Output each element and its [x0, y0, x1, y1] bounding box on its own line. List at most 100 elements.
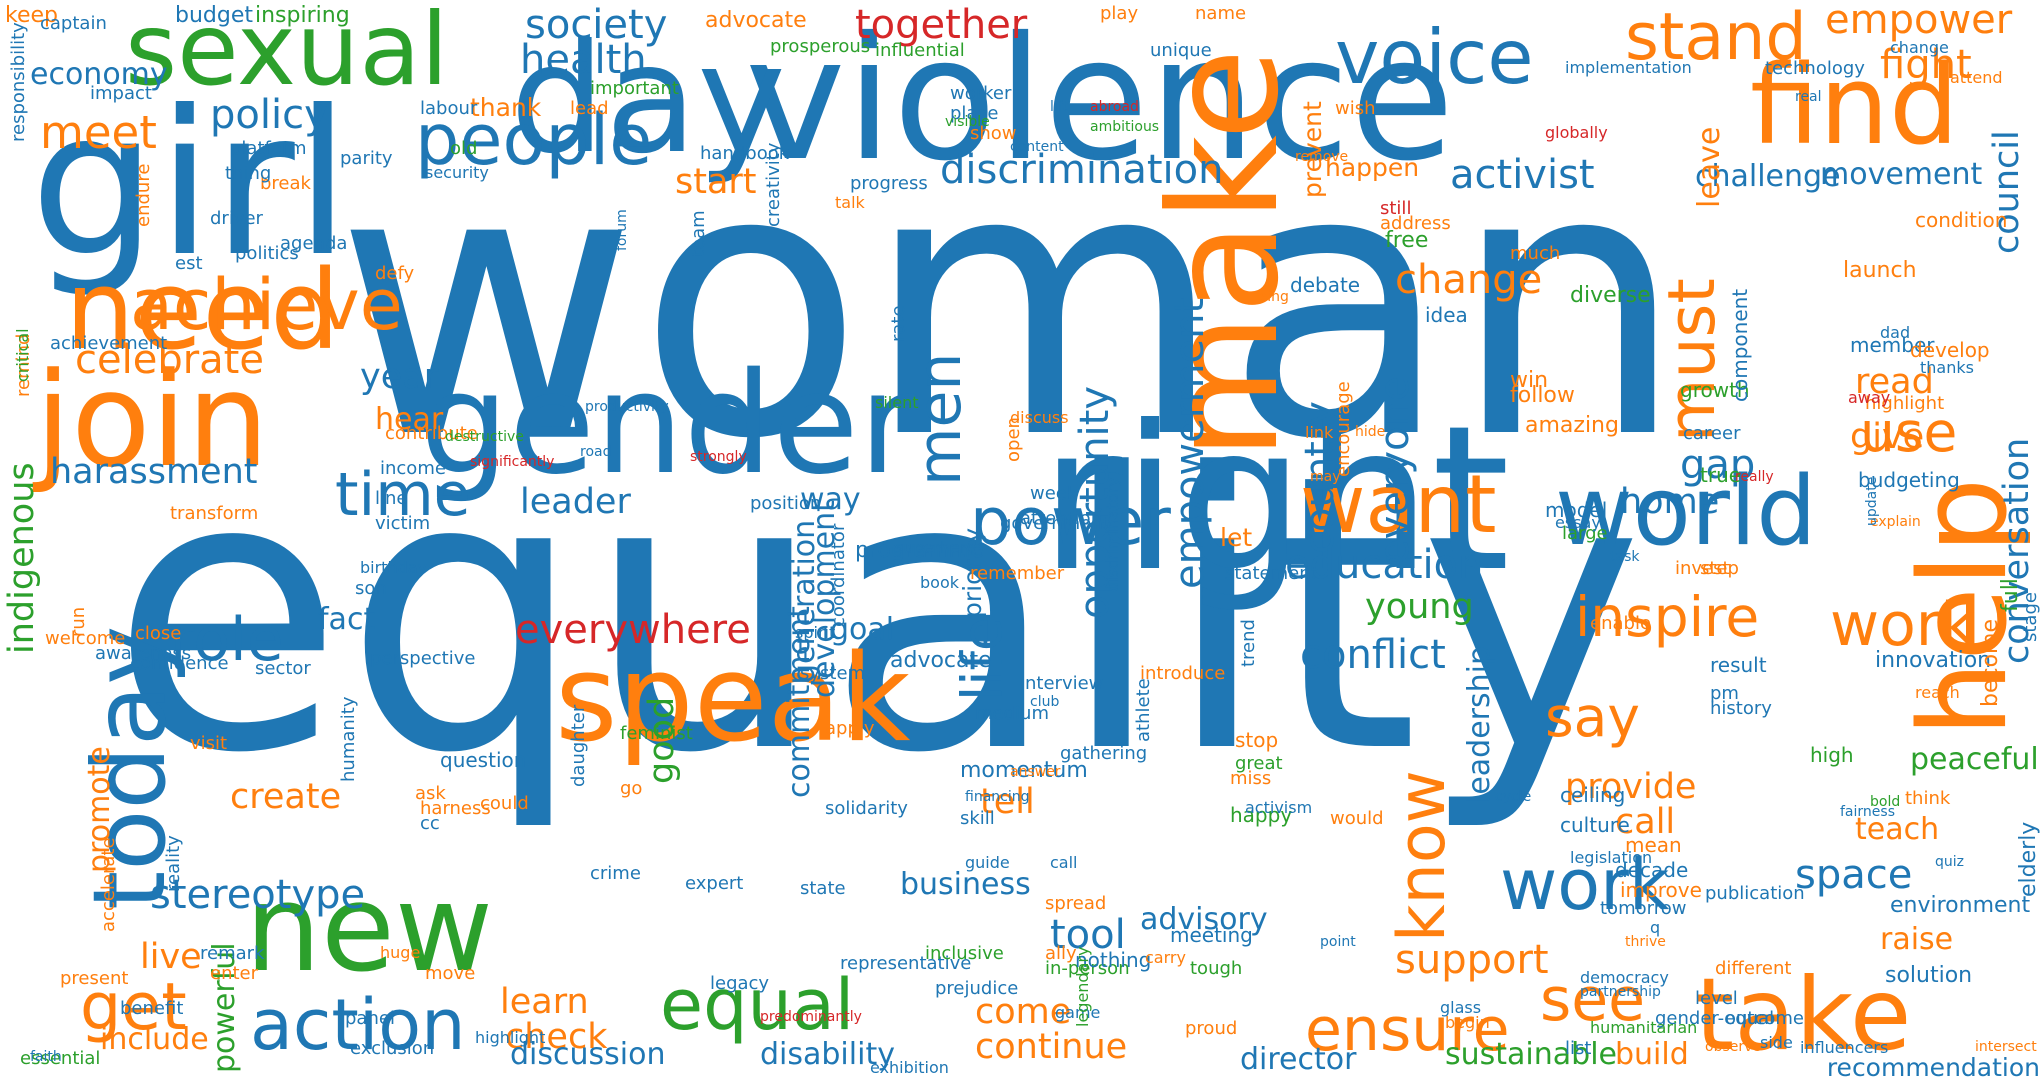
cloud-word: challenge	[1695, 159, 1841, 194]
cloud-word: provide	[1565, 767, 1697, 807]
cloud-word: free	[1385, 228, 1429, 253]
cloud-word: lead	[570, 98, 609, 119]
cloud-word: intersect	[1975, 1039, 2037, 1055]
cloud-word: game	[1055, 1003, 1101, 1022]
cloud-word: panel	[345, 1008, 395, 1029]
cloud-word: leave	[1692, 126, 1727, 208]
cloud-word: inspire	[1575, 585, 1760, 649]
cloud-word: son	[355, 578, 387, 599]
cloud-word: break	[260, 173, 311, 194]
cloud-word: creativity	[763, 142, 784, 227]
cloud-word: est	[175, 253, 203, 274]
cloud-word: ceiling	[1560, 783, 1626, 807]
cloud-word: really	[1735, 469, 1774, 485]
cloud-word: publication	[1705, 883, 1805, 904]
cloud-word: daughter	[568, 704, 589, 787]
cloud-word: place	[950, 103, 999, 124]
cloud-word: home	[1620, 482, 1720, 522]
cloud-word: let	[1220, 523, 1253, 552]
cloud-word: history	[1710, 698, 1772, 719]
cloud-word: elderly	[2016, 821, 2040, 897]
cloud-word: ensure	[1305, 995, 1510, 1065]
cloud-word: book	[920, 573, 959, 592]
cloud-word: club	[1030, 694, 1060, 710]
cloud-word: introduce	[1140, 663, 1226, 684]
cloud-word: point	[1320, 934, 1356, 950]
cloud-word: step	[1700, 558, 1739, 579]
cloud-word: crime	[590, 863, 641, 884]
cloud-word: discuss	[1010, 408, 1069, 427]
cloud-word: conflict	[1300, 632, 1446, 678]
cloud-word: amazing	[1525, 413, 1619, 438]
cloud-word: politics	[235, 243, 299, 264]
cloud-word: expert	[685, 873, 744, 894]
cloud-word: tell	[980, 782, 1035, 822]
cloud-word: voice	[1335, 13, 1534, 101]
cloud-word: woman	[335, 90, 1686, 520]
cloud-word: quiz	[1935, 854, 1964, 870]
cloud-word: state	[800, 878, 846, 899]
cloud-word: health	[520, 37, 647, 83]
cloud-word: close	[135, 623, 182, 644]
cloud-word: young	[1365, 587, 1474, 627]
cloud-word: come	[975, 992, 1072, 1032]
cloud-word: statement	[1225, 563, 1318, 584]
cloud-word: want	[1300, 458, 1497, 551]
cloud-word: reach	[1915, 683, 1960, 702]
cloud-word: handbook	[700, 143, 790, 164]
cloud-word: get	[80, 970, 187, 1045]
cloud-word: think	[1905, 788, 1951, 809]
cloud-word: huge	[380, 943, 421, 962]
cloud-word: present	[60, 968, 129, 989]
cloud-word: condition	[1915, 208, 2008, 232]
cloud-word: stand	[1625, 0, 1807, 75]
cloud-word: check	[505, 1017, 608, 1057]
cloud-word: leadership	[1462, 645, 1497, 803]
cloud-word: apply	[825, 718, 875, 739]
cloud-word: keep	[5, 3, 58, 28]
cloud-word: responsibility	[8, 22, 29, 142]
cloud-word: peaceful	[1910, 742, 2039, 777]
cloud-word: happy	[1230, 803, 1293, 827]
cloud-word: stop	[1235, 728, 1279, 752]
cloud-word: legendary	[1073, 946, 1092, 1027]
cloud-word: line	[375, 488, 408, 509]
cloud-word: dad	[1880, 323, 1911, 342]
cloud-word: see	[1540, 965, 1646, 1035]
cloud-word: coordinator	[828, 523, 849, 627]
cloud-word: forum	[614, 209, 630, 251]
cloud-word: take	[1695, 956, 1912, 1073]
cloud-word: carry	[1145, 948, 1186, 967]
cloud-word: power	[970, 485, 1171, 560]
cloud-word: solution	[1885, 963, 1973, 988]
cloud-word: exclusion	[350, 1038, 435, 1059]
cloud-word: girl	[30, 68, 351, 301]
cloud-word: legacy	[710, 973, 770, 994]
cloud-word: mean	[1625, 833, 1682, 857]
cloud-word: list	[1565, 1038, 1592, 1059]
cloud-word: culture	[1560, 813, 1630, 837]
cloud-word: income	[380, 458, 446, 479]
cloud-word: celebrate	[75, 337, 264, 383]
cloud-word: in-person	[1045, 958, 1130, 979]
cloud-word: sexual	[125, 0, 449, 108]
cloud-word: athlete	[1133, 678, 1154, 742]
cloud-word: gathering	[1060, 743, 1148, 764]
cloud-word: debate	[1290, 273, 1361, 297]
cloud-word: improve	[1620, 878, 1702, 902]
cloud-word: feminist	[620, 723, 693, 744]
cloud-word: link	[1305, 423, 1334, 442]
cloud-word: name	[1195, 3, 1247, 24]
cloud-word: advocate	[705, 8, 807, 33]
cloud-word: pm	[1710, 683, 1739, 704]
cloud-word: captain	[40, 13, 107, 34]
cloud-word: essay	[1555, 513, 1601, 532]
cloud-word: live	[140, 937, 202, 977]
cloud-word: harness	[420, 798, 491, 819]
cloud-word: empowerment	[1167, 297, 1213, 589]
cloud-word: together	[855, 2, 1028, 48]
cloud-word: gap	[1680, 442, 1756, 488]
cloud-word: democracy	[1580, 968, 1669, 987]
cloud-word: implementation	[1565, 58, 1692, 77]
cloud-word: include	[100, 1022, 209, 1057]
